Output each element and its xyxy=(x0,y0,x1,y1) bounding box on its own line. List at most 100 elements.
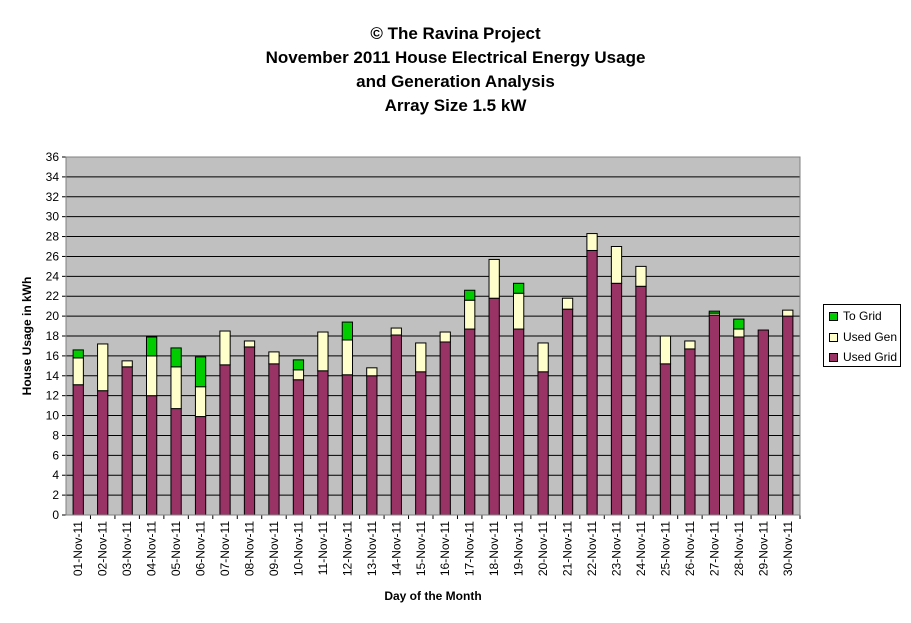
bar-used-gen xyxy=(610,246,623,284)
y-tick-label: 2 xyxy=(52,488,59,502)
bar-used-gen xyxy=(488,258,500,299)
legend-swatch-to-grid xyxy=(829,311,838,321)
x-tick-label: 14-Nov-11 xyxy=(389,521,403,576)
x-tick-label: 30-Nov-11 xyxy=(781,521,795,576)
bar-used-grid xyxy=(537,371,549,516)
bar-used-grid xyxy=(561,308,574,516)
bar-used-grid xyxy=(97,390,109,516)
bar-used-gen xyxy=(341,339,354,376)
bar-used-grid xyxy=(610,282,623,516)
x-tick-label: 20-Nov-11 xyxy=(536,521,550,576)
y-tick-label: 28 xyxy=(46,230,60,244)
bar-used-gen xyxy=(782,309,794,317)
bar-to-grid xyxy=(145,336,158,357)
bar-used-grid xyxy=(194,416,207,516)
x-tick-label: 11-Nov-11 xyxy=(316,521,330,576)
bar-used-gen xyxy=(733,328,745,338)
bar-used-grid xyxy=(782,315,794,516)
y-tick-label: 22 xyxy=(46,289,60,303)
x-tick-label: 18-Nov-11 xyxy=(487,521,501,576)
bar-used-grid xyxy=(733,336,745,516)
bar-to-grid xyxy=(464,289,476,301)
y-axis-label: House Usage in kWh xyxy=(20,277,34,396)
title-line-3: and Generation Analysis xyxy=(356,72,555,91)
y-tick-label: 36 xyxy=(46,150,60,164)
bar-used-gen xyxy=(512,292,525,330)
x-tick-label: 25-Nov-11 xyxy=(658,521,672,576)
bar-used-gen xyxy=(194,386,207,418)
legend-label-used-gen: Used Gen xyxy=(843,330,898,344)
y-tick-label: 26 xyxy=(46,249,60,263)
legend-item-used-grid: Used Grid xyxy=(829,350,897,364)
y-tick-label: 4 xyxy=(52,468,59,482)
bar-used-gen xyxy=(415,342,427,373)
bar-used-grid xyxy=(708,314,721,516)
title-line-1: © The Ravina Project xyxy=(370,24,541,43)
x-tick-label: 29-Nov-11 xyxy=(756,521,770,576)
bar-to-grid xyxy=(341,321,354,341)
bar-used-gen xyxy=(464,299,476,330)
bar-used-grid xyxy=(317,370,329,516)
legend-item-to-grid: To Grid xyxy=(829,309,882,323)
y-tick-label: 14 xyxy=(46,369,60,383)
bar-used-gen xyxy=(659,335,672,365)
gridlines xyxy=(66,156,800,496)
bar-used-grid xyxy=(464,328,476,516)
x-tick-label: 12-Nov-11 xyxy=(340,521,354,576)
x-tick-label: 09-Nov-11 xyxy=(267,521,281,576)
bar-to-grid xyxy=(708,310,721,314)
x-tick-label: 24-Nov-11 xyxy=(634,521,648,576)
x-tick-label: 26-Nov-11 xyxy=(683,521,697,576)
x-tick-label: 21-Nov-11 xyxy=(561,521,575,576)
bar-used-gen xyxy=(72,357,84,386)
x-tick-label: 07-Nov-11 xyxy=(218,521,232,576)
bar-used-grid xyxy=(415,371,427,516)
x-tick-label: 27-Nov-11 xyxy=(707,521,721,576)
bar-used-grid xyxy=(145,395,158,516)
bar-to-grid xyxy=(512,282,525,294)
bar-used-gen xyxy=(439,331,451,343)
y-tick-label: 24 xyxy=(46,269,60,283)
bar-used-grid xyxy=(659,363,672,516)
bar-used-grid xyxy=(243,346,256,516)
x-tick-label: 08-Nov-11 xyxy=(243,521,257,576)
bar-used-gen xyxy=(390,327,402,336)
y-tick-label: 16 xyxy=(46,349,60,363)
y-tick-label: 12 xyxy=(46,389,60,403)
x-tick-label: 04-Nov-11 xyxy=(145,521,159,576)
x-axis-label: Day of the Month xyxy=(384,589,481,603)
bar-used-gen xyxy=(586,233,598,251)
legend-swatch-used-gen xyxy=(829,332,838,342)
bar-used-grid xyxy=(390,334,402,516)
plot-border xyxy=(65,156,801,516)
bar-used-grid xyxy=(268,363,280,516)
x-tick-label: 16-Nov-11 xyxy=(438,521,452,576)
title-line-4: Array Size 1.5 kW xyxy=(384,96,527,115)
bar-used-gen xyxy=(268,351,280,365)
x-tick-label: 17-Nov-11 xyxy=(463,521,477,576)
bar-used-gen xyxy=(635,265,647,287)
x-tick-label: 19-Nov-11 xyxy=(512,521,526,576)
x-tick-label: 23-Nov-11 xyxy=(610,521,624,576)
bar-used-grid xyxy=(121,366,133,516)
y-tick-label: 32 xyxy=(46,190,60,204)
bar-used-grid xyxy=(512,328,525,516)
axes xyxy=(62,156,801,519)
x-tick-label: 01-Nov-11 xyxy=(71,521,85,576)
y-tick-label: 20 xyxy=(46,309,60,323)
y-tick-label: 30 xyxy=(46,210,60,224)
bar-used-grid xyxy=(439,341,451,516)
y-tick-label: 8 xyxy=(52,428,59,442)
legend-swatch-used-grid xyxy=(829,352,838,362)
legend: To Grid Used Gen Used Grid xyxy=(823,304,901,367)
bar-to-grid xyxy=(194,356,207,388)
bar-used-gen xyxy=(145,355,158,397)
bar-used-grid xyxy=(72,384,84,516)
legend-label-used-grid: Used Grid xyxy=(843,350,898,364)
bar-used-gen xyxy=(219,330,231,366)
bar-used-grid xyxy=(684,348,696,516)
bar-to-grid xyxy=(292,359,305,371)
y-tick-label: 18 xyxy=(46,329,60,343)
